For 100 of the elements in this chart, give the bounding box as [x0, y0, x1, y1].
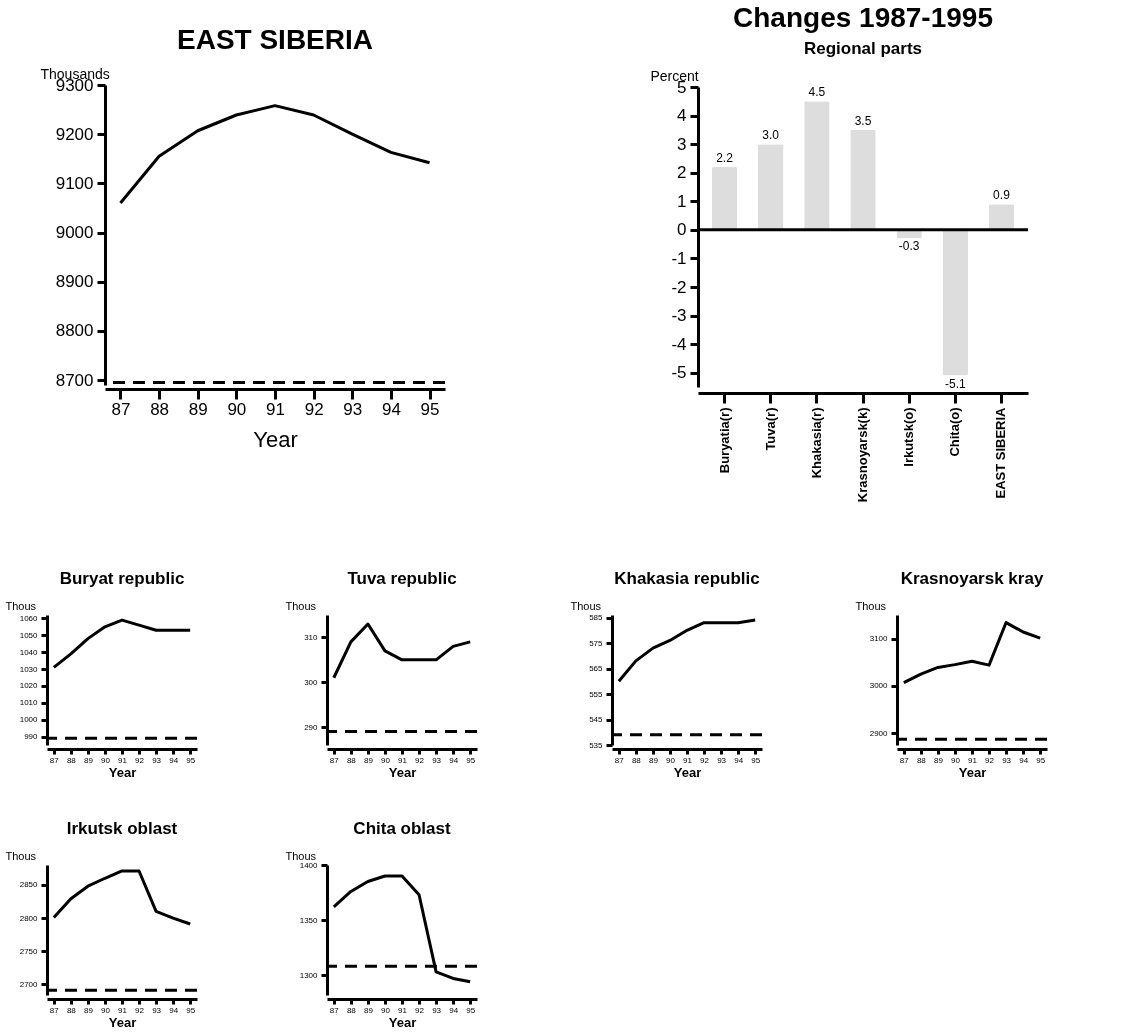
x-tick-label: 94: [169, 1005, 179, 1015]
y-tick-label: 9200: [55, 124, 94, 144]
chart-title: Chita oblast: [353, 819, 451, 838]
data-label: 0.9: [993, 188, 1011, 203]
x-axis-title: Year: [388, 764, 417, 780]
data-label: 3.5: [854, 113, 872, 128]
x-tick-label: 89: [363, 1005, 374, 1015]
y-tick-label: 555: [589, 689, 604, 699]
y-tick-label: 1350: [299, 915, 319, 925]
y-tick-label: 545: [589, 715, 604, 725]
x-tick-label: 92: [415, 1005, 425, 1015]
y-tick-label: 565: [589, 664, 604, 674]
chart-title: Buryat republic: [59, 569, 185, 588]
y-tick-label: -5: [671, 363, 687, 383]
x-tick-label: 95: [186, 755, 196, 765]
y-tick-label: 8900: [55, 272, 94, 292]
x-axis-title: Year: [108, 1014, 137, 1030]
x-tick-label: 90: [666, 755, 676, 765]
x-tick-label: 87: [899, 755, 910, 765]
y-tick-label: 585: [589, 613, 604, 623]
chart-title: EAST SIBERIA: [176, 24, 374, 55]
y-tick-label: 575: [589, 638, 604, 648]
x-tick-label: Krasnoyarsk(k): [855, 407, 870, 503]
y-tick-label: 2750: [19, 946, 39, 956]
y-axis-title: Thous: [5, 599, 37, 612]
y-tick-label: 4: [677, 106, 687, 126]
x-tick-label: 90: [381, 1005, 391, 1015]
x-tick-label: 92: [700, 755, 710, 765]
x-tick-label: 95: [1036, 755, 1046, 765]
x-tick-label: 88: [631, 755, 642, 765]
data-label: -0.3: [898, 239, 920, 254]
y-tick-label: 1000: [19, 715, 39, 725]
x-tick-label: 94: [169, 755, 179, 765]
y-tick-label: 990: [24, 732, 39, 742]
x-axis-title: Year: [253, 426, 298, 452]
x-tick-label: 92: [135, 1005, 145, 1015]
y-axis-title: Thous: [5, 849, 37, 862]
y-tick-label: 535: [589, 740, 604, 750]
x-tick-label: 88: [150, 399, 170, 419]
x-tick-label: 93: [432, 755, 442, 765]
data-label: 3.0: [762, 128, 780, 143]
y-tick-label: 310: [304, 632, 319, 642]
x-tick-label: 92: [304, 399, 324, 419]
x-tick-label: 88: [66, 755, 77, 765]
y-tick-label: -3: [671, 306, 687, 326]
x-axis-title: Year: [958, 764, 987, 780]
y-tick-label: 1400: [299, 860, 319, 870]
y-tick-label: 2800: [19, 913, 39, 923]
x-tick-label: 91: [266, 399, 285, 419]
y-tick-label: 9100: [55, 173, 94, 193]
x-tick-label: 93: [152, 755, 162, 765]
y-tick-label: 2900: [869, 728, 889, 738]
y-tick-label: 1050: [19, 630, 39, 640]
x-tick-label: 93: [432, 1005, 442, 1015]
x-tick-label: 91: [118, 1005, 128, 1015]
x-tick-label: 94: [449, 1005, 459, 1015]
y-tick-label: 8700: [55, 370, 94, 390]
x-tick-label: Irkutsk(o): [901, 407, 917, 467]
x-tick-label: 91: [398, 755, 408, 765]
x-axis-title: Year: [673, 764, 702, 780]
y-tick-label: 3100: [869, 634, 889, 644]
x-tick-label: 94: [1019, 755, 1029, 765]
y-axis-title: Thous: [285, 599, 317, 612]
x-tick-label: 92: [415, 755, 425, 765]
x-tick-label: EAST SIBERIA: [993, 406, 1009, 499]
y-tick-label: 290: [304, 722, 319, 732]
y-tick-label: 0: [677, 220, 687, 240]
x-tick-label: 87: [614, 755, 625, 765]
chart-title: Irkutsk oblast: [66, 819, 178, 838]
x-tick-label: 93: [1002, 755, 1012, 765]
y-tick-label: 1010: [19, 698, 39, 708]
x-tick-label: 87: [49, 755, 60, 765]
x-tick-label: 87: [329, 1005, 340, 1015]
y-tick-label: 2: [677, 163, 687, 183]
data-label: 2.2: [716, 151, 734, 165]
x-tick-label: 92: [135, 755, 145, 765]
y-tick-label: 1300: [299, 970, 319, 980]
chart-title: Tuva republic: [347, 569, 457, 588]
x-tick-label: 90: [101, 1005, 111, 1015]
x-tick-label: 95: [466, 1005, 476, 1015]
chart-subtitle: Regional parts: [803, 39, 923, 58]
x-tick-label: 88: [346, 1005, 357, 1015]
x-tick-label: 90: [227, 399, 247, 419]
y-tick-label: 2850: [19, 880, 39, 890]
chart-title: Changes 1987-1995: [733, 2, 993, 33]
x-axis-title: Year: [388, 1014, 417, 1030]
x-tick-label: 88: [916, 755, 927, 765]
chart-title: Khakasia republic: [614, 569, 760, 588]
x-tick-label: 88: [346, 755, 357, 765]
x-axis-title: Year: [108, 764, 137, 780]
x-tick-label: 91: [968, 755, 978, 765]
x-tick-label: Chita(o): [947, 407, 963, 457]
y-tick-label: 2700: [19, 979, 39, 989]
y-tick-label: 300: [304, 677, 319, 687]
data-label: 4.5: [808, 85, 826, 100]
y-tick-label: 3: [677, 134, 687, 154]
y-axis-title: Thous: [285, 849, 317, 862]
x-tick-label: 90: [951, 755, 961, 765]
x-tick-label: 89: [83, 755, 94, 765]
x-tick-label: 89: [648, 755, 659, 765]
